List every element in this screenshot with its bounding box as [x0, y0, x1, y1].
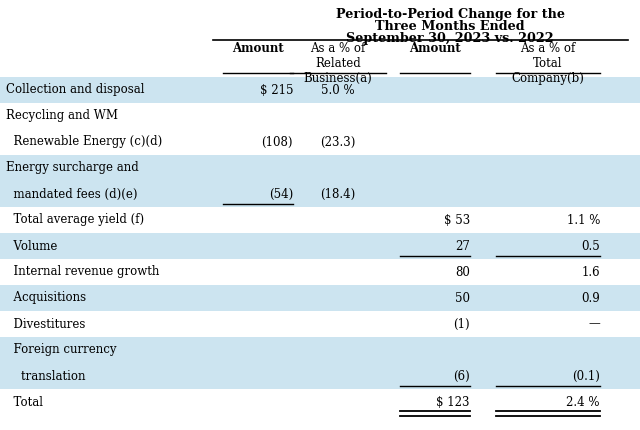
Bar: [0, 155, 640, 181]
Text: Amount: Amount: [232, 42, 284, 55]
Text: (23.3): (23.3): [320, 135, 356, 148]
Bar: [0, 77, 640, 103]
Text: Total: Total: [6, 396, 43, 408]
Text: Period-to-Period Change for the: Period-to-Period Change for the: [335, 8, 564, 21]
Text: mandated fees (d)(e): mandated fees (d)(e): [6, 187, 138, 200]
Text: (54): (54): [269, 187, 293, 200]
Text: Foreign currency: Foreign currency: [6, 344, 116, 356]
Text: 50: 50: [455, 292, 470, 304]
Text: Volume: Volume: [6, 240, 58, 252]
Text: $ 215: $ 215: [259, 83, 293, 96]
Text: 80: 80: [455, 265, 470, 279]
Bar: [0, 285, 640, 311]
Text: (108): (108): [262, 135, 293, 148]
Bar: [0, 233, 640, 259]
Text: (0.1): (0.1): [572, 369, 600, 383]
Text: Three Months Ended: Three Months Ended: [375, 20, 525, 33]
Text: (18.4): (18.4): [321, 187, 356, 200]
Text: 5.0 %: 5.0 %: [321, 83, 355, 96]
Text: 0.5: 0.5: [581, 240, 600, 252]
Text: 1.6: 1.6: [581, 265, 600, 279]
Text: As a % of
Total
Company(b): As a % of Total Company(b): [511, 42, 584, 85]
Text: 27: 27: [455, 240, 470, 252]
Text: translation: translation: [6, 369, 86, 383]
Text: 0.9: 0.9: [581, 292, 600, 304]
Text: 2.4 %: 2.4 %: [566, 396, 600, 408]
Text: (6): (6): [453, 369, 470, 383]
Text: As a % of
Related
Business(a): As a % of Related Business(a): [303, 42, 372, 85]
Text: Internal revenue growth: Internal revenue growth: [6, 265, 159, 279]
Bar: [0, 337, 640, 363]
Text: $ 53: $ 53: [444, 214, 470, 227]
Text: —: —: [588, 317, 600, 331]
Text: Amount: Amount: [409, 42, 461, 55]
Text: Divestitures: Divestitures: [6, 317, 85, 331]
Text: $ 123: $ 123: [436, 396, 470, 408]
Text: Renewable Energy (c)(d): Renewable Energy (c)(d): [6, 135, 163, 148]
Text: Acquisitions: Acquisitions: [6, 292, 86, 304]
Text: 1.1 %: 1.1 %: [566, 214, 600, 227]
Text: Total average yield (f): Total average yield (f): [6, 214, 144, 227]
Text: Energy surcharge and: Energy surcharge and: [6, 162, 139, 175]
Bar: [0, 181, 640, 207]
Text: (1): (1): [453, 317, 470, 331]
Bar: [0, 363, 640, 389]
Text: Recycling and WM: Recycling and WM: [6, 110, 118, 123]
Text: Collection and disposal: Collection and disposal: [6, 83, 145, 96]
Text: September 30, 2023 vs. 2022: September 30, 2023 vs. 2022: [346, 32, 554, 45]
